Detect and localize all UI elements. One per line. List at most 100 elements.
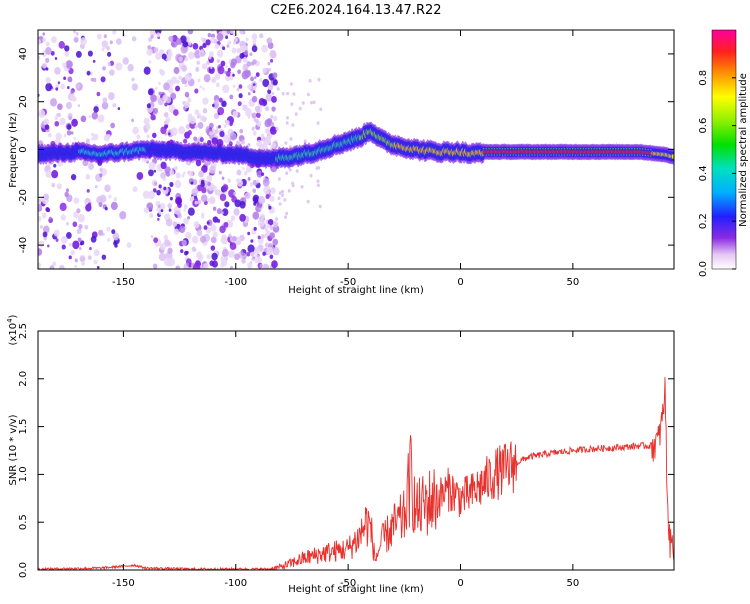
noise-blob — [236, 179, 244, 187]
noise-blob — [49, 85, 53, 90]
noise-blob — [270, 122, 275, 127]
noise-blob — [229, 242, 237, 251]
noise-blob — [163, 257, 171, 267]
noise-blob — [229, 30, 235, 34]
noise-blob — [43, 118, 50, 126]
noise-blob — [188, 51, 195, 60]
noise-blob — [203, 225, 208, 230]
noise-blob — [208, 196, 216, 205]
noise-blob — [285, 121, 289, 125]
noise-blob — [216, 49, 224, 58]
noise-blob — [199, 137, 204, 143]
noise-blob — [87, 50, 93, 57]
noise-blob — [194, 200, 198, 205]
noise-blob — [159, 203, 166, 210]
noise-blob — [255, 72, 260, 77]
noise-blob — [80, 115, 87, 123]
noise-blob — [165, 218, 173, 227]
noise-blob — [252, 194, 260, 203]
noise-blob — [150, 34, 154, 39]
noise-blob — [153, 237, 159, 244]
noise-blob — [225, 65, 228, 69]
noise-blob — [272, 246, 280, 256]
noise-blob — [91, 132, 95, 137]
noise-blob — [44, 124, 50, 130]
noise-blob — [103, 34, 107, 39]
noise-blob — [319, 107, 323, 112]
noise-blob — [252, 130, 257, 136]
noise-blob — [167, 203, 173, 209]
noise-blob — [272, 221, 279, 228]
noise-blob — [86, 70, 91, 76]
noise-blob — [183, 208, 186, 212]
noise-blob — [72, 221, 78, 228]
noise-blob — [227, 178, 232, 183]
noise-blob — [301, 101, 305, 105]
noise-blob — [267, 83, 274, 91]
noise-blob — [200, 235, 207, 243]
spectrogram-x-label: Height of straight line (km) — [288, 285, 424, 296]
noise-blob — [247, 231, 251, 236]
noise-blob — [70, 173, 77, 181]
x-tick-label: -150 — [112, 277, 135, 288]
noise-blob — [163, 186, 167, 191]
noise-blob — [59, 202, 67, 212]
noise-blob — [41, 212, 47, 219]
noise-blob — [160, 161, 167, 170]
y-tick-label: 0.5 — [18, 514, 29, 530]
noise-blob — [262, 263, 270, 269]
noise-blob — [267, 133, 270, 137]
noise-blob — [239, 30, 245, 35]
noise-blob — [269, 232, 275, 239]
noise-blob — [251, 33, 258, 41]
x-tick-label: 50 — [567, 277, 580, 288]
noise-blob — [275, 217, 279, 221]
x-tick-label: -100 — [224, 277, 247, 288]
spectrogram-ridge — [38, 121, 674, 170]
noise-blob — [281, 189, 285, 194]
noise-blob — [234, 37, 238, 42]
noise-blob — [201, 212, 205, 217]
noise-blob — [214, 43, 220, 49]
noise-blob — [238, 84, 243, 89]
noise-blob — [94, 184, 98, 189]
noise-blob — [85, 173, 91, 180]
noise-blob — [53, 229, 60, 237]
noise-blob — [187, 113, 193, 120]
noise-blob — [212, 231, 218, 238]
noise-blob — [269, 126, 277, 135]
noise-blob — [191, 246, 197, 252]
noise-blob — [45, 206, 50, 212]
noise-blob — [169, 181, 174, 187]
noise-blob — [257, 204, 262, 209]
noise-blob — [165, 170, 171, 177]
noise-blob — [246, 252, 251, 257]
x-tick-label: -100 — [224, 578, 247, 589]
y-tick-label: 1.5 — [18, 419, 29, 435]
noise-blob — [163, 82, 170, 91]
noise-blob — [178, 126, 186, 135]
noise-blob — [242, 56, 248, 63]
noise-blob — [259, 78, 263, 83]
noise-blob — [116, 38, 122, 45]
noise-blob — [42, 231, 48, 238]
noise-blob — [241, 252, 245, 256]
noise-blob — [229, 266, 234, 269]
noise-blob — [85, 138, 90, 144]
noise-blob — [228, 250, 235, 258]
noise-blob — [194, 88, 199, 94]
noise-blob — [224, 241, 228, 245]
noise-blob — [183, 217, 189, 225]
noise-blob — [68, 255, 72, 260]
noise-blob — [150, 94, 157, 103]
noise-blob — [211, 252, 218, 261]
noise-blob — [245, 37, 249, 42]
noise-blob — [278, 202, 282, 206]
noise-blob — [53, 163, 57, 168]
noise-blob — [225, 70, 232, 77]
y-tick-label: 0 — [18, 146, 29, 152]
noise-blob — [285, 171, 289, 176]
noise-blob — [298, 106, 302, 111]
noise-blob — [103, 134, 110, 142]
noise-blob — [242, 259, 246, 264]
